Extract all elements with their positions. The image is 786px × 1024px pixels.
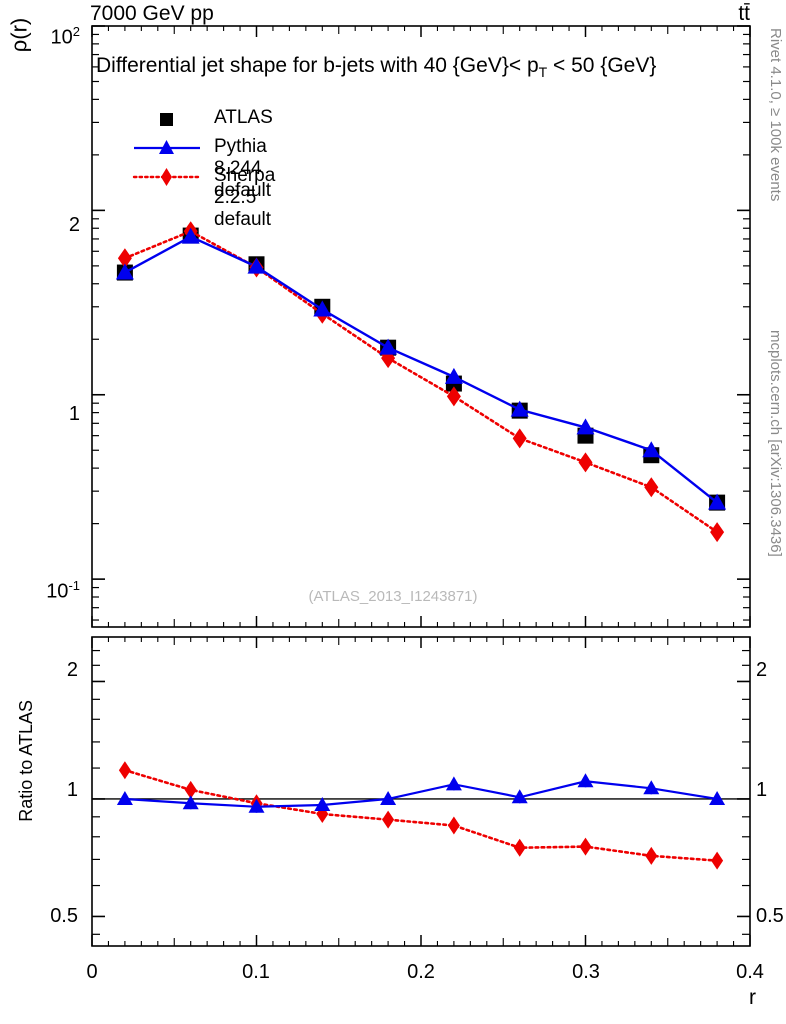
beam-energy-label: 7000 GeV pp bbox=[90, 2, 214, 25]
main-panel-frame bbox=[91, 25, 751, 628]
rivet-version-label: Rivet 4.1.0, ≥ 100k events bbox=[767, 28, 784, 202]
pythia-ratio-point bbox=[577, 773, 594, 788]
legend-label-sherpa: Sherpa 2.2.5 default bbox=[214, 165, 276, 230]
pythia-ratio-point bbox=[182, 795, 199, 810]
main-ytick-10: 2 bbox=[68, 214, 80, 236]
ratio-ytick-1-left: 1 bbox=[66, 779, 78, 801]
sherpa-ratio-point bbox=[513, 838, 526, 857]
pythia-data-point bbox=[444, 367, 463, 384]
xtick-0p3: 0.3 bbox=[572, 961, 600, 983]
pythia-data-point bbox=[115, 263, 134, 280]
sherpa-data-point bbox=[117, 248, 132, 269]
legend-label-atlas: ATLAS bbox=[214, 107, 273, 128]
pythia-ratio-point bbox=[445, 776, 462, 791]
sherpa-data-point bbox=[446, 386, 461, 407]
sherpa-data-point bbox=[644, 477, 659, 498]
process-label: tt̄ bbox=[738, 2, 750, 25]
sherpa-ratio-point bbox=[447, 816, 460, 835]
sherpa-diamond-marker-icon bbox=[130, 163, 204, 189]
mcplots-source-label: mcplots.cern.ch [arXiv:1306.3436] bbox=[767, 330, 784, 557]
data-series-line bbox=[124, 235, 718, 504]
pythia-ratio-point bbox=[709, 790, 726, 805]
pythia-ratio-point bbox=[116, 790, 133, 805]
pythia-ratio-point bbox=[643, 780, 660, 795]
sherpa-ratio-point bbox=[645, 846, 658, 865]
main-ytick-1: 1 bbox=[68, 403, 80, 425]
pythia-data-point bbox=[708, 493, 727, 510]
x-axis-label: r bbox=[749, 986, 756, 1009]
data-series-line bbox=[124, 780, 718, 808]
ratio-ytick-2-left: 2 bbox=[66, 659, 78, 681]
pythia-triangle-marker-icon bbox=[130, 134, 204, 160]
sherpa-ratio-point bbox=[382, 810, 395, 829]
ratio-ytick-0p5-right: 0.5 bbox=[756, 905, 784, 927]
main-plot-title-tail: < 50 {GeV} bbox=[547, 54, 657, 77]
ratio-ytick-2-right: 2 bbox=[756, 659, 768, 681]
pythia-data-point bbox=[576, 418, 595, 435]
pythia-data-point bbox=[510, 400, 529, 417]
data-series-line bbox=[123, 768, 719, 862]
pythia-ratio-point bbox=[248, 798, 265, 813]
sherpa-ratio-point bbox=[711, 851, 724, 870]
pythia-data-point bbox=[247, 257, 266, 274]
pythia-data-point bbox=[642, 441, 661, 458]
xtick-0p2: 0.2 bbox=[407, 961, 435, 983]
sherpa-ratio-point bbox=[579, 837, 592, 856]
pythia-ratio-point bbox=[380, 790, 397, 805]
pythia-ratio-point bbox=[511, 789, 528, 804]
xtick-0: 0 bbox=[86, 961, 98, 983]
sherpa-data-point bbox=[512, 428, 527, 449]
atlas-square-marker-icon bbox=[130, 105, 204, 131]
pythia-data-point bbox=[181, 227, 200, 244]
sherpa-ratio-point bbox=[118, 761, 131, 780]
sherpa-data-point bbox=[710, 522, 725, 543]
sherpa-data-point bbox=[578, 452, 593, 473]
ratio-ytick-1-right: 1 bbox=[756, 779, 768, 801]
analysis-watermark: (ATLAS_2013_I1243871) bbox=[308, 588, 478, 605]
pythia-data-point bbox=[313, 300, 332, 317]
pythia-data-point bbox=[379, 338, 398, 355]
sherpa-ratio-point bbox=[184, 780, 197, 799]
main-plot-title-sub: T bbox=[538, 64, 548, 81]
xtick-0p1: 0.1 bbox=[242, 961, 270, 983]
main-plot-title-head: Differential jet shape for b-jets with 4… bbox=[96, 54, 539, 77]
main-ytick-0p1: 10-1 bbox=[46, 578, 80, 603]
pythia-ratio-point bbox=[314, 796, 331, 811]
data-series-line bbox=[123, 229, 719, 534]
main-ytick-100: 102 bbox=[50, 24, 80, 49]
xtick-0p4: 0.4 bbox=[736, 961, 764, 983]
ratio-ytick-0p5-left: 0.5 bbox=[50, 905, 78, 927]
legend-label-pythia: Pythia 8.244 default bbox=[214, 136, 272, 201]
main-plot-title: Differential jet shape for b-jets with 4… bbox=[96, 54, 656, 80]
